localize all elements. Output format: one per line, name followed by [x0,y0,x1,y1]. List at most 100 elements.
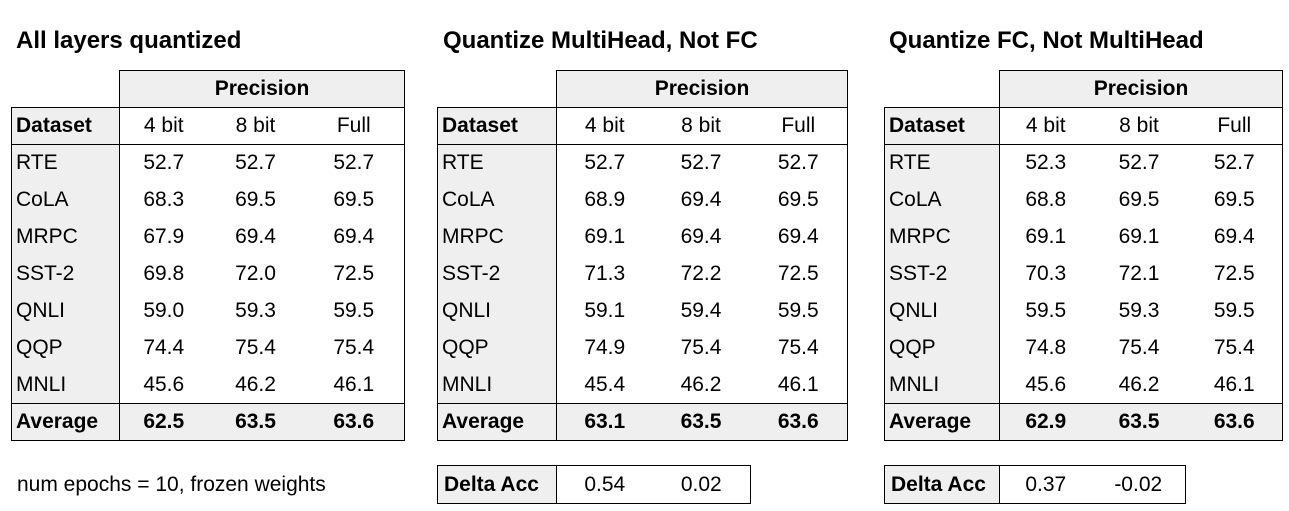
average-row: Average 63.1 63.5 63.6 [437,403,849,441]
table-cell: 69.8 [119,255,208,293]
table-cell: 59.5 [303,292,406,330]
table-cell: 59.4 [652,292,750,330]
table-cell: 75.4 [1091,329,1187,367]
dataset-name: QNLI [884,292,1000,330]
table-cell: 52.7 [1186,144,1284,182]
delta-value: 0.54 [556,465,653,504]
table-cell: 59.5 [1186,292,1284,330]
table-row: MNLI 45.6 46.2 46.1 [11,366,406,404]
dataset-name: QNLI [11,292,120,330]
dataset-header: Dataset [437,107,557,145]
table-cell: 45.6 [119,366,208,404]
column-header: 8 bit [207,107,304,145]
table-cell: 69.4 [1186,218,1284,256]
table-cell: 75.4 [652,329,750,367]
column-header: Full [303,107,406,145]
precision-header: Precision [998,70,1284,108]
dataset-name: SST-2 [11,255,120,293]
table-row: CoLA 68.9 69.4 69.5 [437,181,849,219]
table-cell: 52.7 [119,144,208,182]
dataset-name: QQP [884,329,1000,367]
table-cell: 46.1 [303,366,406,404]
table-cell: 52.7 [652,144,750,182]
average-row: Average 62.9 63.5 63.6 [884,403,1284,441]
table-cell: 71.3 [556,255,653,293]
table-row: RTE 52.7 52.7 52.7 [11,144,406,182]
table-row: SST-2 70.3 72.1 72.5 [884,255,1284,293]
average-cell: 63.5 [207,403,304,441]
table-cell: 59.5 [749,292,849,330]
average-cell: 62.5 [119,403,208,441]
table-cell: 74.8 [999,329,1092,367]
table-cell: 46.2 [1091,366,1187,404]
table-cell: 59.3 [1091,292,1187,330]
column-header: 4 bit [999,107,1092,145]
table-row: MRPC 69.1 69.4 69.4 [437,218,849,256]
column-header: Full [1186,107,1284,145]
average-cell: 63.6 [1186,403,1284,441]
table-cell: 52.7 [303,144,406,182]
table-cell: 69.4 [207,218,304,256]
table-cell: 68.3 [119,181,208,219]
delta-acc-fc: Delta Acc 0.37 -0.02 [884,465,1186,504]
table-cell: 68.9 [556,181,653,219]
average-label: Average [11,403,120,441]
table-cell: 72.5 [303,255,406,293]
table-cell: 59.3 [207,292,304,330]
delta-value: 0.02 [652,465,751,504]
dataset-header: Dataset [884,107,1000,145]
table-cell: 68.8 [999,181,1092,219]
table-row: SST-2 69.8 72.0 72.5 [11,255,406,293]
average-cell: 63.5 [652,403,750,441]
results-table-multihead: Precision Dataset 4 bit 8 bit Full RTE 5… [437,70,849,441]
table-cell: 45.6 [999,366,1092,404]
table-row: MRPC 69.1 69.1 69.4 [884,218,1284,256]
table-cell: 69.5 [749,181,849,219]
table-row: MRPC 67.9 69.4 69.4 [11,218,406,256]
dataset-name: SST-2 [884,255,1000,293]
table-cell: 69.5 [207,181,304,219]
table-cell: 74.4 [119,329,208,367]
table-cell: 70.3 [999,255,1092,293]
average-cell: 63.1 [556,403,653,441]
table-cell: 52.7 [207,144,304,182]
table-cell: 59.0 [119,292,208,330]
table-cell: 67.9 [119,218,208,256]
results-table-all-layers: Precision Dataset 4 bit 8 bit Full RTE 5… [11,70,406,441]
table-row: RTE 52.7 52.7 52.7 [437,144,849,182]
table-cell: 69.4 [652,218,750,256]
dataset-header: Dataset [11,107,120,145]
table-cell: 46.1 [749,366,849,404]
dataset-name: MRPC [437,218,557,256]
header-corner [11,70,120,108]
table-cell: 75.4 [1186,329,1284,367]
table-cell: 75.4 [207,329,304,367]
precision-header: Precision [118,70,406,108]
table-cell: 46.2 [207,366,304,404]
panel-title-all-layers: All layers quantized [16,27,242,54]
dataset-name: QQP [11,329,120,367]
dataset-name: CoLA [11,181,120,219]
dataset-name: MNLI [437,366,557,404]
table-cell: 75.4 [303,329,406,367]
dataset-name: QQP [437,329,557,367]
delta-value: -0.02 [1091,465,1186,504]
table-cell: 59.1 [556,292,653,330]
dataset-name: MNLI [884,366,1000,404]
table-cell: 69.5 [303,181,406,219]
header-corner [437,70,557,108]
table-cell: 72.5 [1186,255,1284,293]
column-header: Full [749,107,849,145]
table-cell: 69.5 [1186,181,1284,219]
dataset-name: MRPC [884,218,1000,256]
table-cell: 69.4 [652,181,750,219]
average-label: Average [884,403,1000,441]
table-cell: 69.4 [303,218,406,256]
table-row: CoLA 68.3 69.5 69.5 [11,181,406,219]
table-row: QQP 74.9 75.4 75.4 [437,329,849,367]
average-row: Average 62.5 63.5 63.6 [11,403,406,441]
table-cell: 75.4 [749,329,849,367]
table-cell: 72.5 [749,255,849,293]
table-row: CoLA 68.8 69.5 69.5 [884,181,1284,219]
dataset-name: MNLI [11,366,120,404]
